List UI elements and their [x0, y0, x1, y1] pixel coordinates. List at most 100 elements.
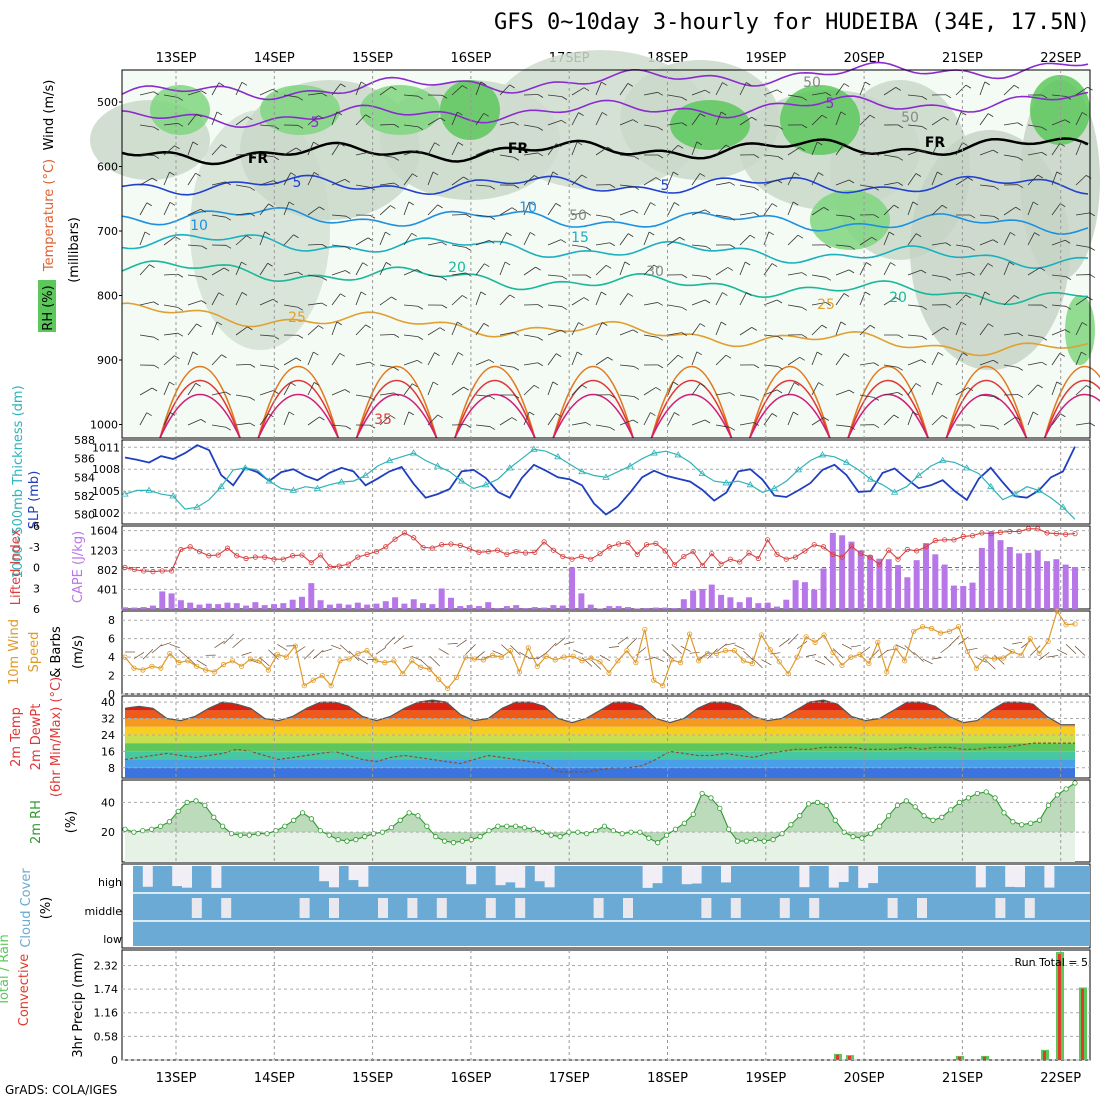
rh-point: [282, 823, 288, 829]
cape-bar: [1072, 567, 1078, 609]
cloud-clear: [211, 866, 222, 888]
cape-bar: [764, 602, 771, 609]
wind-barb: [955, 111, 962, 126]
rh-point: [326, 832, 332, 838]
contour-label: 20: [448, 260, 466, 276]
wind-barb: [259, 390, 274, 396]
wind-barb: [451, 321, 458, 336]
precip-convective-bar: [1058, 954, 1061, 1060]
precip-convective-bar: [848, 1055, 851, 1060]
rh-point: [370, 831, 377, 837]
wind-barb: [1051, 381, 1058, 396]
rh-point: [948, 807, 954, 813]
wind-barb: [643, 412, 651, 426]
cape-bar: [727, 597, 734, 609]
temperature-band: [125, 726, 1075, 735]
wind-speed-point: [507, 648, 513, 654]
lifted-index-point: [746, 550, 752, 556]
temperature-contour: [121, 260, 1089, 306]
cape-bar: [280, 603, 287, 609]
wind-barbs-label: & Barbs: [49, 626, 64, 678]
thickness-point: [433, 462, 442, 469]
wind-barb: [235, 153, 251, 156]
contour-label: FR: [248, 151, 269, 167]
thickness-point: [866, 475, 875, 482]
wind-barb-10m: [904, 645, 915, 656]
slp-thickness-frame: [121, 439, 1091, 525]
wind-barb: [403, 334, 418, 338]
wind-barb: [331, 293, 341, 306]
cloud-clear: [701, 898, 712, 918]
lifted-index-point: [457, 542, 463, 548]
wind-speed-point: [436, 676, 442, 682]
cape-bar: [122, 607, 128, 609]
wind-barb: [307, 115, 319, 126]
cape-bar: [317, 600, 324, 609]
thickness-point: [385, 456, 394, 463]
wind-barb: [451, 142, 459, 156]
wind-barb: [931, 381, 938, 396]
thickness-point: [482, 481, 490, 488]
wind-barb: [907, 149, 922, 156]
wind-barb: [787, 147, 800, 156]
wind-barb: [139, 412, 148, 426]
wind-speed-point: [283, 654, 289, 660]
wind-speed-point: [588, 655, 594, 661]
wind-barb: [379, 364, 394, 368]
wind-speed-point: [122, 654, 128, 660]
wind-speed-point: [758, 632, 764, 638]
cape-tick: 401: [97, 583, 118, 596]
wind-speed-point: [1054, 608, 1060, 614]
wind-barb: [475, 359, 490, 366]
footer-credit: GrADS: COLA/IGES: [5, 1083, 118, 1097]
cape-bar: [531, 607, 538, 609]
wind-barb-10m: [779, 638, 790, 647]
cape-bar: [261, 605, 268, 609]
lifted-index-point: [317, 552, 324, 558]
wind-speed-point: [964, 648, 971, 655]
lifted-index-point: [308, 560, 314, 566]
wind-barb: [547, 413, 557, 426]
wind-barb: [235, 235, 247, 246]
wind-barb: [283, 304, 298, 308]
wind-barb: [331, 424, 346, 427]
rh-point: [149, 826, 155, 832]
wind-speed-point: [292, 643, 298, 649]
wind-barb: [331, 83, 341, 96]
wind-barb: [547, 143, 557, 156]
cape-tick: 802: [97, 564, 118, 577]
wind-speed-point: [355, 650, 361, 657]
wind-barb: [715, 292, 723, 306]
wind-speed-point: [498, 654, 505, 660]
date-label-bottom: 19SEP: [745, 1071, 786, 1086]
wind-barb: [499, 294, 511, 306]
wind-barb: [763, 154, 778, 157]
wind-barb: [499, 364, 514, 368]
thickness-point: [506, 464, 514, 471]
wind-speed-point: [821, 632, 827, 638]
lifted-index-point: [960, 533, 966, 539]
wind-barb-10m: [653, 656, 664, 662]
cape-bar: [475, 606, 482, 609]
wind-barb: [355, 291, 362, 306]
wind-speed-point: [839, 662, 845, 669]
wind-barb: [619, 394, 634, 397]
wind-speed-point: [274, 651, 280, 657]
wind-speed-point: [929, 625, 935, 632]
wind-speed-point: [1000, 655, 1006, 661]
wind-barb: [931, 142, 939, 156]
wind-barb: [763, 203, 773, 216]
pressure-axis-label: (millibars): [67, 217, 82, 283]
wind-barb-10m: [474, 651, 485, 660]
wind-barb: [379, 392, 394, 396]
date-label-top: 15SEP: [352, 51, 393, 66]
wind-barb: [283, 234, 294, 246]
wind-barb: [475, 113, 485, 126]
temperature-tick: 24: [101, 729, 115, 742]
wind-speed-point: [328, 683, 334, 689]
lifted-index-point: [280, 556, 286, 562]
wind-barb: [475, 239, 490, 246]
wind-speed-point: [462, 654, 469, 660]
date-label-bottom: 21SEP: [942, 1071, 983, 1086]
